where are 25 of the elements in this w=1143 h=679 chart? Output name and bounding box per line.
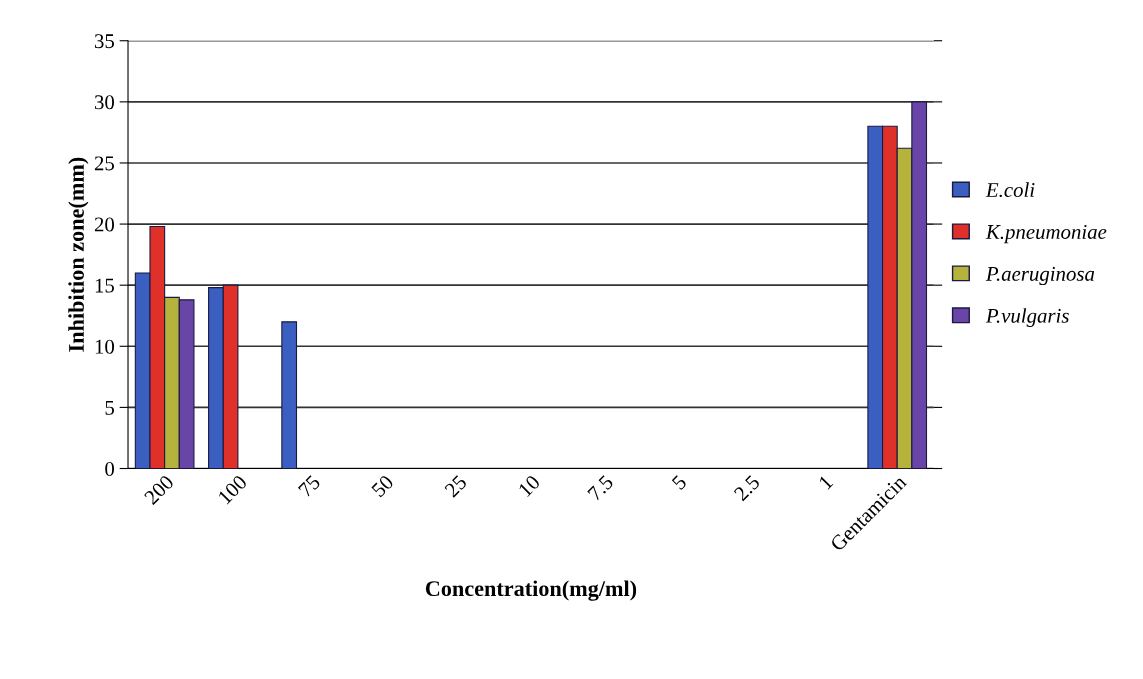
legend-label: E.coli xyxy=(985,182,1035,198)
x-tick-label: 7.5 xyxy=(587,474,615,502)
y-axis-title: Inhibition zone(mm) xyxy=(68,157,89,352)
x-tick-label: 1 xyxy=(818,474,834,490)
y-tick-label: 20 xyxy=(94,217,115,232)
x-axis-title: Concentration(mg/ml) xyxy=(425,580,637,601)
bar xyxy=(281,321,298,469)
x-tick-label: 100 xyxy=(217,474,248,505)
x-tick-label: 25 xyxy=(444,474,468,498)
y-tick-label: 35 xyxy=(94,34,115,49)
legend-label: P.vulgaris xyxy=(985,308,1069,328)
y-tick-label: 25 xyxy=(94,156,115,171)
legend-label: K.pneumoniae xyxy=(985,224,1107,244)
y-tick-label: 10 xyxy=(95,339,115,354)
x-tick-label: 50 xyxy=(370,474,395,498)
x-tick-label: 75 xyxy=(297,474,321,498)
x-tick-label: 2.5 xyxy=(733,474,761,502)
legend-label: P.aeruginosa xyxy=(985,266,1095,286)
x-tick-label: 5 xyxy=(671,474,688,491)
y-tick-label: 5 xyxy=(105,400,115,415)
x-tick-label: 200 xyxy=(143,474,175,506)
y-tick-label: 15 xyxy=(95,278,115,293)
y-tick-label: 30 xyxy=(94,95,115,110)
x-tick-label: 10 xyxy=(517,474,541,498)
y-tick-label: 0 xyxy=(105,461,115,476)
